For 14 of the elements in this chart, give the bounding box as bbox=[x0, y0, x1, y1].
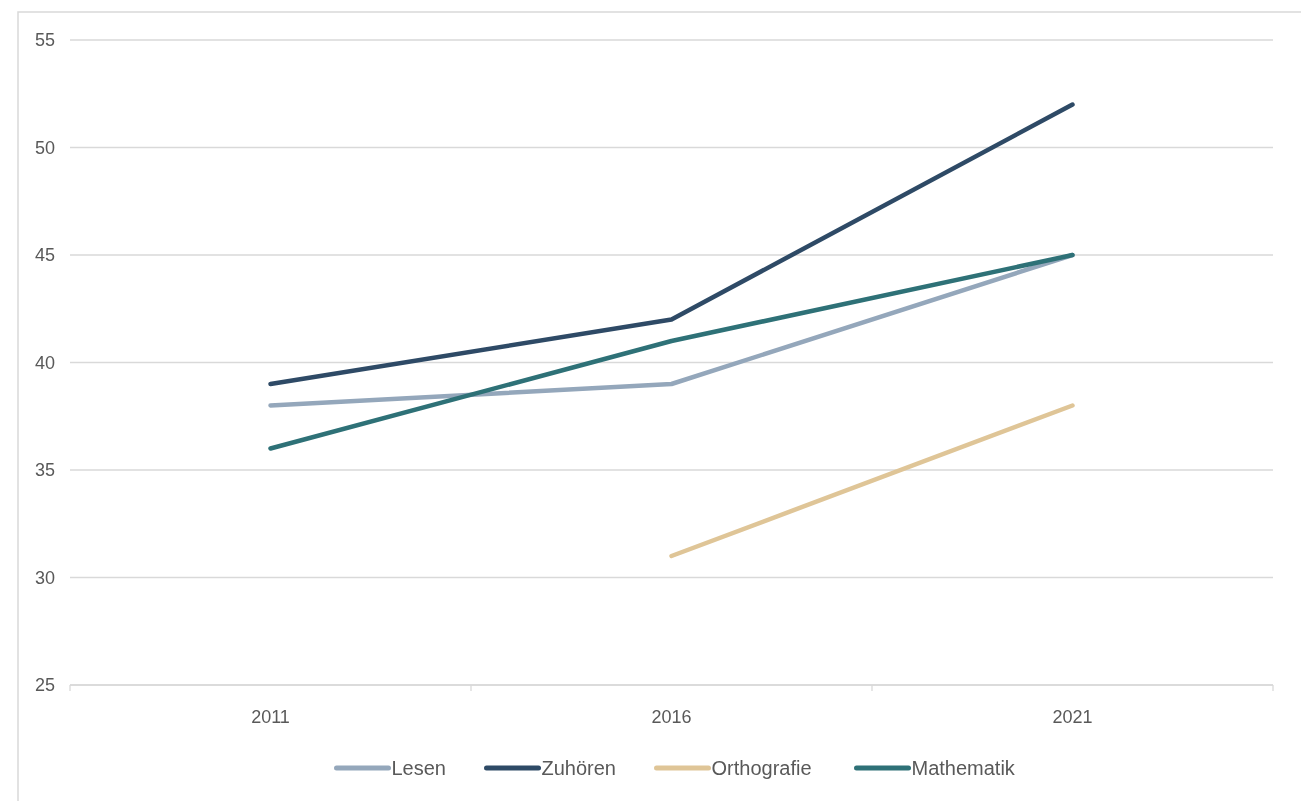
legend-label: Lesen bbox=[391, 757, 446, 779]
y-tick-label: 45 bbox=[34, 245, 56, 266]
y-tick-label: 50 bbox=[34, 137, 56, 158]
legend-label: Mathematik bbox=[911, 757, 1016, 779]
legend-label: Orthografie bbox=[711, 757, 812, 779]
y-tick-label: 55 bbox=[34, 30, 56, 51]
legend-label: Zuhören bbox=[541, 757, 616, 779]
y-tick-label: 40 bbox=[34, 352, 56, 373]
x-tick-label: 2011 bbox=[251, 707, 290, 727]
y-tick-label: 35 bbox=[34, 460, 56, 481]
y-tick-label: 30 bbox=[34, 567, 56, 588]
y-tick-label: 25 bbox=[34, 675, 56, 696]
x-tick-label: 2021 bbox=[1052, 707, 1093, 727]
x-tick-label: 2016 bbox=[651, 707, 692, 727]
